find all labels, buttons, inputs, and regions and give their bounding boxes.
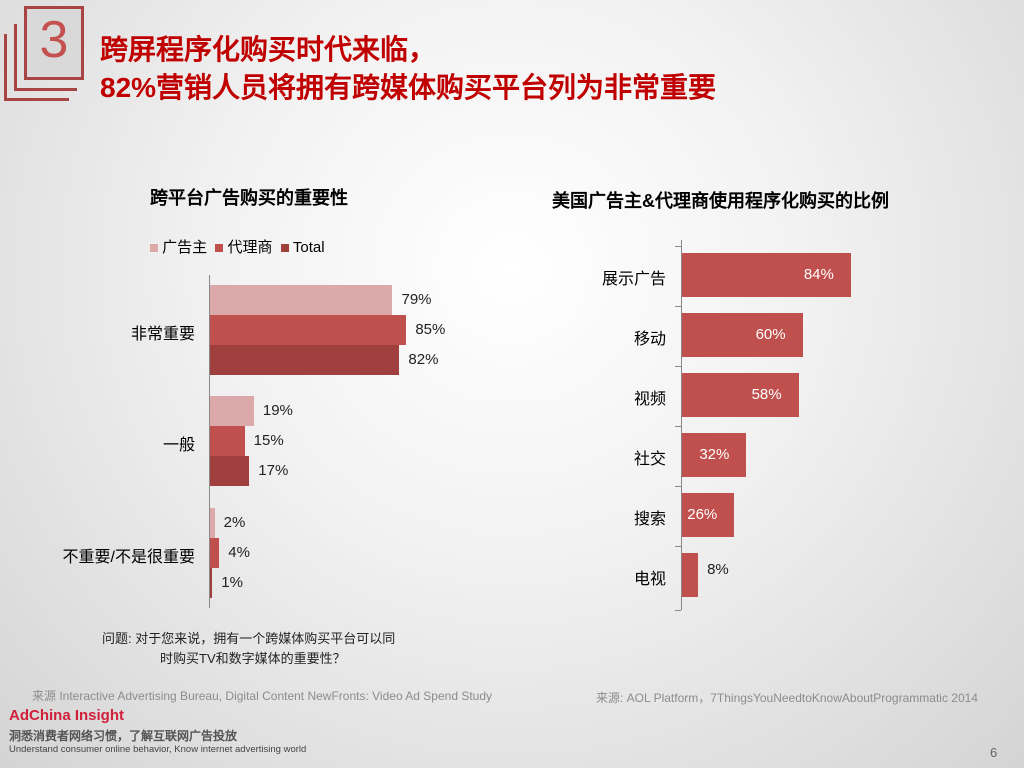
legend-swatch-advertiser bbox=[150, 244, 158, 252]
brand-slogan-en: Understand consumer online behavior, Kno… bbox=[9, 744, 307, 755]
bar-代理商 bbox=[210, 426, 245, 456]
data-label: 15% bbox=[253, 432, 284, 449]
source-right: 来源: AOL Platform，7ThingsYouNeedtoKnowAbo… bbox=[596, 691, 978, 705]
data-label: 85% bbox=[415, 321, 446, 338]
legend-swatch-total bbox=[280, 244, 289, 252]
data-label: 1% bbox=[221, 574, 243, 591]
data-label: 58% bbox=[751, 386, 782, 403]
category-label: 视频 bbox=[633, 391, 666, 408]
data-label: 26% bbox=[687, 506, 718, 523]
bar-广告主 bbox=[210, 508, 215, 538]
bar bbox=[682, 553, 699, 597]
axis-tick bbox=[675, 610, 681, 611]
axis-tick bbox=[675, 486, 681, 487]
data-label: 84% bbox=[803, 266, 834, 283]
bar-广告主 bbox=[210, 285, 393, 315]
axis-tick bbox=[675, 306, 681, 307]
bar-Total bbox=[210, 456, 250, 486]
data-label: 82% bbox=[408, 351, 439, 368]
bar-Total bbox=[210, 568, 213, 598]
right-chart-title: 美国广告主&代理商使用程序化购买的比例 bbox=[552, 191, 889, 211]
section-number-badge: 3 bbox=[4, 4, 84, 104]
category-label: 非常重要 bbox=[130, 326, 195, 343]
bar-代理商 bbox=[210, 315, 407, 345]
data-label: 32% bbox=[699, 446, 730, 463]
category-label: 一般 bbox=[162, 437, 195, 454]
legend-advertiser: 广告主 bbox=[162, 239, 208, 256]
left-chart-title: 跨平台广告购买的重要性 bbox=[150, 188, 348, 208]
data-label: 4% bbox=[228, 544, 250, 561]
legend-agency: 代理商 bbox=[227, 239, 273, 256]
category-label: 社交 bbox=[633, 451, 666, 468]
y-axis bbox=[681, 240, 682, 610]
category-label: 展示广告 bbox=[601, 271, 666, 288]
legend-total: Total bbox=[292, 239, 325, 256]
question-line-1: 问题: 对于您来说，拥有一个跨媒体购买平台可以同 bbox=[102, 631, 396, 646]
data-label: 8% bbox=[707, 561, 729, 578]
bar-Total bbox=[210, 345, 400, 375]
brand-name: AdChina Insight bbox=[9, 707, 124, 724]
source-left: 来源 Interactive Advertising Bureau, Digit… bbox=[32, 689, 493, 703]
y-axis bbox=[209, 275, 210, 608]
category-label: 搜索 bbox=[633, 511, 666, 528]
page-number: 6 bbox=[990, 745, 998, 760]
data-label: 60% bbox=[755, 326, 786, 343]
bar bbox=[682, 433, 747, 477]
category-label: 电视 bbox=[633, 571, 666, 588]
bar bbox=[682, 493, 735, 537]
title-line-2: 82%营销人员将拥有跨媒体购买平台列为非常重要 bbox=[100, 72, 717, 103]
data-label: 17% bbox=[258, 462, 289, 479]
axis-tick bbox=[675, 546, 681, 547]
bar bbox=[682, 253, 851, 297]
data-label: 19% bbox=[262, 402, 293, 419]
bar-代理商 bbox=[210, 538, 220, 568]
bar bbox=[682, 313, 803, 357]
legend: 广告主 代理商 Total bbox=[150, 236, 325, 257]
data-label: 2% bbox=[223, 514, 246, 531]
axis-tick bbox=[675, 366, 681, 367]
category-label: 不重要/不是很重要 bbox=[62, 549, 195, 566]
section-number: 3 bbox=[39, 11, 69, 69]
question-line-2: 时购买TV和数字媒体的重要性？ bbox=[160, 651, 346, 666]
title-line-1: 跨屏程序化购买时代来临， bbox=[100, 34, 437, 65]
bar-广告主 bbox=[210, 396, 254, 426]
category-label: 移动 bbox=[633, 331, 666, 348]
data-label: 79% bbox=[401, 291, 432, 308]
axis-tick bbox=[675, 426, 681, 427]
axis-tick bbox=[675, 246, 681, 247]
legend-swatch-agency bbox=[215, 244, 224, 252]
brand-slogan: 洞悉消费者网络习惯，了解互联网广告投放 bbox=[9, 729, 238, 743]
bar bbox=[682, 373, 799, 417]
